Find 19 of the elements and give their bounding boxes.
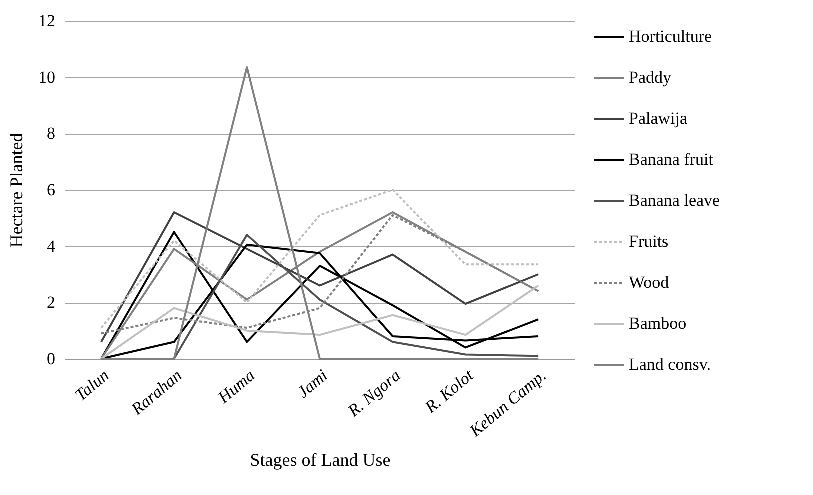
y-tick-label: 12 <box>38 12 56 30</box>
x-axis-title: Stages of Land Use <box>250 450 391 470</box>
legend-label: Fruits <box>629 232 669 251</box>
legend-label: Palawija <box>629 109 688 128</box>
legend-label: Bamboo <box>629 314 687 333</box>
y-axis-title: Hectare Planted <box>6 133 26 248</box>
legend-label: Wood <box>629 273 670 292</box>
legend-label: Paddy <box>629 68 672 87</box>
y-tick-label: 10 <box>38 68 56 87</box>
legend-label: Banana fruit <box>629 150 714 169</box>
x-tick-label: Talun <box>71 366 113 406</box>
y-tick-label: 2 <box>47 293 56 312</box>
legend-label: Banana leave <box>629 191 720 210</box>
y-tick-label: 8 <box>47 124 56 144</box>
legend-label: Horticulture <box>629 27 712 46</box>
y-tick-label: 4 <box>47 236 56 256</box>
y-tick-label: 6 <box>47 180 56 200</box>
y-tick-label: 0 <box>47 350 56 368</box>
legend-label: Land consv. <box>629 355 711 374</box>
